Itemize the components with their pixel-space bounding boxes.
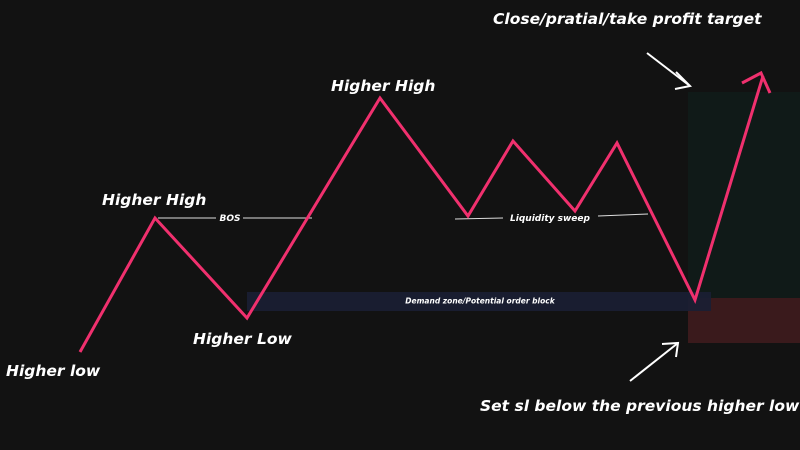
higher-low-1-label: Higher low [6,362,101,380]
price-path [78,75,765,353]
tp-arrow-icon [646,52,691,87]
demand-zone [247,292,711,311]
stop-loss-label: Set sl below the previous higher low [480,397,800,415]
sl-arrow-head [661,341,680,358]
higher-high-2-label: Higher High [331,77,435,95]
liquidity-line-left [454,217,504,220]
liquidity-line-right [597,213,649,217]
sl-arrow-icon [629,342,679,382]
up-arrow-head-icon [741,70,772,94]
tp-arrow-head [674,71,693,90]
take-profit-label: Close/pratial/take profit target [493,10,762,28]
higher-low-2-label: Higher Low [193,330,292,348]
higher-high-1-label: Higher High [102,191,206,209]
bos-label: BOS [220,214,241,224]
demand-zone-label: Demand zone/Potential order block [405,297,555,306]
liquidity-sweep-label: Liquidity sweep [510,214,590,224]
